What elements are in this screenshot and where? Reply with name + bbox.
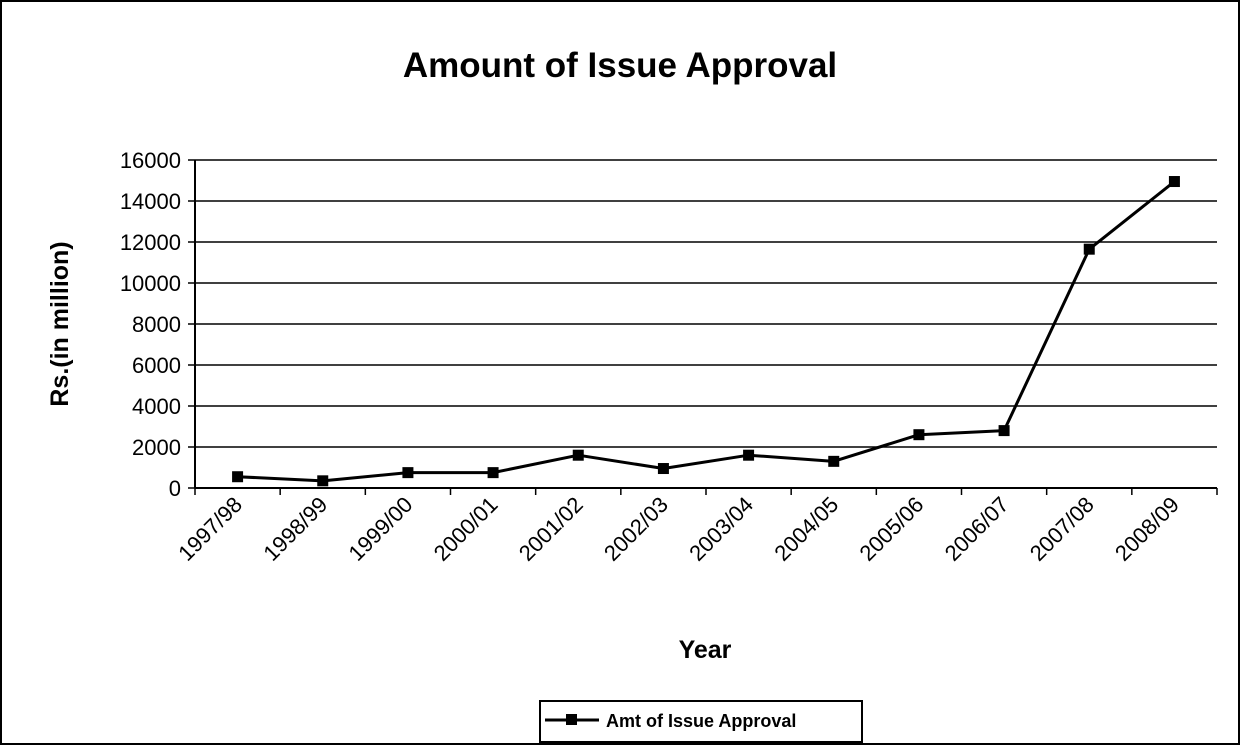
legend-label: Amt of Issue Approval [606,711,796,731]
series-line [237,180,1176,483]
data-point-marker [1083,243,1095,255]
data-point-marker [743,449,755,461]
data-point-marker [232,471,244,483]
data-point-marker [828,455,840,467]
data-point-marker [572,449,584,461]
y-tick-label: 14000 [120,189,181,214]
data-point-marker [1168,176,1180,188]
y-axis-title: Rs.(in million) [46,241,74,406]
data-point-marker [402,467,414,479]
y-axis-ticks: 0 2000 4000 6000 8000 10000 12000 14000 16000 [120,148,195,501]
y-tick-label: 4000 [132,394,181,419]
y-tick-label: 12000 [120,230,181,255]
y-tick-label: 16000 [120,148,181,173]
data-point-marker [998,425,1010,437]
y-tick-label: 2000 [132,435,181,460]
gridlines [195,159,1217,448]
data-point-marker [487,467,499,479]
legend-marker-sample [566,714,577,725]
y-tick-label: 8000 [132,312,181,337]
chart-title: Amount of Issue Approval [403,46,837,85]
series-layer [232,176,1180,487]
data-point-marker [913,429,925,441]
data-point-marker [657,463,669,475]
y-tick-label: 10000 [120,271,181,296]
y-tick-label: 0 [169,476,181,501]
data-point-marker [317,475,329,487]
x-axis-title: Year [679,636,732,664]
legend: Amt of Issue Approval [539,700,863,743]
y-tick-label: 6000 [132,353,181,378]
